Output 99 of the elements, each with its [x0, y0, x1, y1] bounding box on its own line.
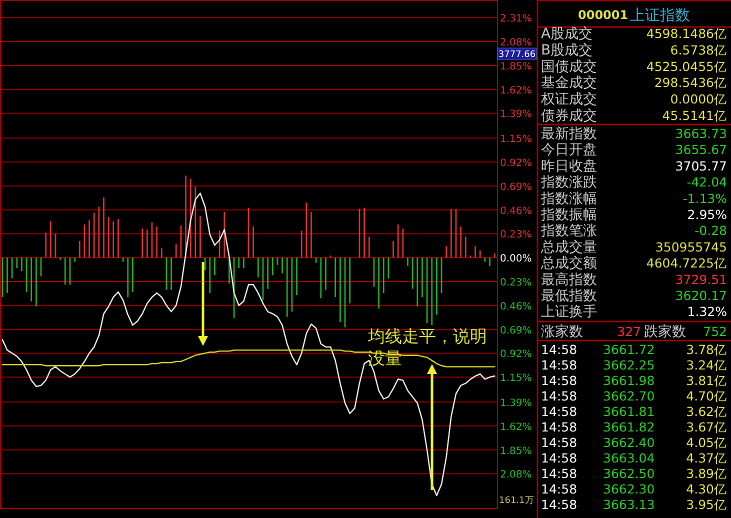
text: 3662.70: [603, 388, 655, 404]
y-tick-label: 1.85%: [500, 61, 532, 72]
text: 3.78亿: [686, 342, 727, 357]
text: 14:58: [541, 388, 578, 404]
text: 3705.77: [675, 158, 727, 174]
y-tick-label: 1.15%: [500, 373, 532, 384]
text: 国债成交: [541, 58, 597, 75]
y-tick-label: 0.46%: [500, 206, 532, 217]
text: 4604.7225亿: [646, 256, 727, 271]
y-tick-label: 1.15%: [500, 134, 532, 146]
text: 3.95亿: [686, 497, 727, 512]
text: 3661.98: [603, 373, 655, 388]
text: 3663.73: [675, 126, 727, 141]
text: 14:58: [541, 342, 578, 357]
text: 上证指数: [630, 6, 690, 24]
text: 4525.0455亿: [646, 58, 727, 74]
y-tick-label: 0.92%: [500, 349, 532, 360]
text: 298.5436亿: [654, 75, 727, 90]
line-series: [2, 192, 496, 496]
y-tick-label: 0.46%: [500, 301, 532, 312]
text: 3662.40: [603, 435, 655, 450]
text: 14:58: [541, 404, 578, 419]
text: -0.28: [694, 223, 728, 238]
text: 3661.82: [603, 420, 655, 434]
text: 3662.50: [603, 466, 655, 481]
text: 3729.51: [675, 272, 727, 287]
text: 3661.81: [603, 404, 655, 419]
annotation: 均线走平，说明没量: [368, 326, 488, 370]
y-tick-label: 0.69%: [500, 182, 532, 193]
text: 3.24亿: [686, 358, 727, 372]
text: 3663.04: [603, 450, 655, 466]
y-tick-label: 0.92%: [500, 158, 532, 170]
y-tick-label: 0.00%: [500, 254, 532, 265]
text: 4.05亿: [686, 435, 727, 450]
text: 最高指数: [541, 272, 597, 288]
text: 45.5141亿: [662, 108, 727, 123]
text: 14:58: [541, 420, 578, 434]
y-tick-label: 0.69%: [500, 325, 532, 336]
y-tick-label: 1.39%: [500, 109, 532, 120]
text: B股成交: [541, 42, 593, 58]
text: 最低指数: [541, 288, 597, 304]
text: 4.37亿: [686, 450, 727, 466]
text: 今日开盘: [541, 142, 597, 158]
text: 3777.66: [498, 50, 536, 60]
text: 指数涨幅: [540, 190, 597, 207]
text: 最新指数: [541, 126, 597, 142]
text: 基金成交: [541, 75, 597, 92]
text: 债券成交: [541, 108, 597, 124]
text: 涨家数: [541, 324, 583, 340]
y-tick-label: 2.08%: [500, 38, 532, 49]
text: 4.70亿: [686, 388, 727, 404]
text: 3661.72: [603, 342, 655, 357]
text: 总成交量: [540, 239, 597, 256]
text: 14:58: [541, 497, 578, 512]
text: 指数涨跌: [540, 174, 597, 191]
y-tick-label: 2.08%: [500, 470, 532, 481]
text: 161.1万: [499, 496, 534, 506]
text: 跌家数: [644, 324, 686, 340]
text: 3662.30: [603, 482, 655, 496]
text: 0.0000亿: [670, 92, 727, 107]
text: 6.5738亿: [670, 42, 727, 58]
text: 3620.17: [675, 288, 727, 303]
text: 4598.1486亿: [646, 26, 727, 41]
text: 3.62亿: [686, 404, 727, 419]
text: 权证成交: [540, 92, 597, 108]
y-tick-label: 1.39%: [500, 398, 532, 410]
y-tick-label: 1.85%: [500, 446, 532, 457]
text: 14:58: [541, 466, 578, 481]
text: 2.95%: [687, 207, 728, 222]
text: 指数振幅: [540, 207, 597, 223]
text: -1.13%: [682, 190, 728, 206]
y-tick-label: 1.62%: [500, 422, 532, 433]
text: -42.04: [686, 174, 728, 190]
text: 14:58: [541, 450, 578, 466]
text: 总成交额: [540, 256, 597, 272]
text: 3.89亿: [686, 466, 727, 481]
text: 3663.13: [603, 497, 655, 512]
y-tick-label: 0.23%: [500, 230, 532, 241]
text: 14:58: [541, 358, 578, 372]
y-tick-label: 1.62%: [500, 85, 532, 96]
text: 14:58: [541, 373, 578, 388]
y-tick-label: 2.31%: [500, 14, 532, 25]
text: 3655.67: [675, 142, 727, 158]
text: 昨日收盘: [541, 158, 597, 174]
text: 3662.25: [603, 358, 655, 372]
text: 14:58: [541, 482, 578, 496]
text: 上证换手: [541, 304, 597, 320]
text: 3.67亿: [686, 420, 727, 434]
text: A股成交: [541, 26, 593, 42]
y-tick-label: 0.23%: [500, 278, 532, 289]
text: 327: [617, 324, 641, 339]
text: 4.30亿: [686, 482, 727, 496]
text: 000001: [578, 8, 628, 22]
text: 指数笔涨: [540, 223, 597, 240]
text: 1.32%: [687, 304, 728, 320]
text: 14:58: [541, 435, 578, 450]
text: 752: [703, 324, 727, 339]
text: 3.81亿: [686, 373, 727, 388]
text: 350955745: [655, 239, 727, 254]
